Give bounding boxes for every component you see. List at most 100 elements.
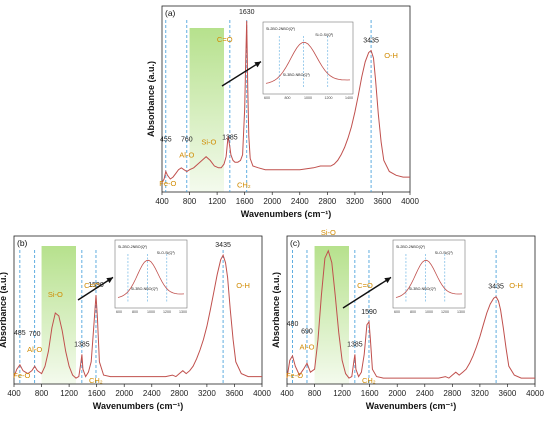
peak-value-label: 1590 — [361, 309, 377, 316]
inset-tick-label: 600 — [264, 96, 270, 100]
peak-value-label: 1385 — [74, 341, 90, 348]
peak-value-label: 690 — [301, 328, 313, 335]
peak-value-label: 1630 — [239, 9, 255, 16]
functional-group-label: Fe-O — [159, 179, 176, 188]
inset-curve — [395, 259, 463, 298]
functional-group-label: Al-O — [179, 151, 194, 160]
inset-tick-label: 1400 — [345, 96, 353, 100]
inset-tick-label: 600 — [116, 310, 122, 314]
functional-group-label: C=O — [84, 281, 100, 290]
inset-arrow — [221, 61, 262, 87]
inset-curve — [265, 41, 351, 84]
inset-tick-label: 600 — [394, 310, 400, 314]
panel-label: (c) — [290, 238, 300, 248]
chart-panel: 400 800 1200 1600 2000 2400 2800 3200 3600 4000 Wa… — [0, 235, 271, 411]
x-tick-label: 800 — [183, 197, 197, 206]
inset-tick-label: 1000 — [304, 96, 312, 100]
x-tick-label: 400 — [7, 389, 21, 398]
x-tick-label: 2400 — [416, 389, 434, 398]
functional-group-label: CH₂ — [237, 180, 251, 189]
inset-label: Si-O-Si(Q³) — [315, 33, 333, 37]
peak-value-label: 485 — [14, 330, 26, 337]
functional-group-label: Al-O — [299, 342, 314, 351]
inset-label: Si-2BO-2NBO(Q²) — [396, 245, 425, 249]
inset-label: Si-3BO-NBO(Q³) — [131, 287, 158, 291]
x-tick-label: 3600 — [499, 389, 517, 398]
panel-label: (a) — [165, 8, 176, 18]
x-tick-label: 2400 — [143, 389, 161, 398]
inset-arrow — [342, 276, 392, 309]
x-tick-label: 1200 — [333, 389, 351, 398]
functional-group-label: Si-O — [201, 137, 216, 146]
inset-label: Si-3BO-NBO(Q³) — [283, 73, 310, 77]
inset-tick-label: 1300 — [457, 310, 465, 314]
peak-value-label: 3435 — [488, 284, 504, 291]
x-tick-label: 1600 — [361, 389, 379, 398]
inset-frame — [262, 21, 354, 95]
peak-value-label: 700 — [29, 331, 41, 338]
inset-tick-label: 1200 — [325, 96, 333, 100]
functional-group-label: Si-O — [321, 228, 336, 237]
peak-value-label: 455 — [160, 137, 172, 144]
functional-group-label: C=O — [357, 281, 373, 290]
x-tick-label: 1600 — [236, 197, 254, 206]
inset-tick-label: 1200 — [441, 310, 449, 314]
x-tick-label: 2800 — [170, 389, 188, 398]
chart-panel: 400 800 1200 1600 2000 2400 2800 3200 3600 4000 Wa… — [146, 5, 419, 219]
plot-frame — [161, 5, 411, 193]
x-tick-label: 800 — [308, 389, 322, 398]
peak-value-label: 1385 — [347, 341, 363, 348]
functional-group-label: O-H — [236, 281, 250, 290]
x-tick-label: 4000 — [401, 197, 419, 206]
x-tick-label: 1200 — [60, 389, 78, 398]
inset-arrow — [77, 276, 114, 301]
inset-label: Si-2BO-2NBO(Q²) — [266, 27, 295, 31]
plot-frame — [13, 235, 263, 385]
x-tick-label: 3200 — [471, 389, 489, 398]
inset-tick-label: 800 — [410, 310, 416, 314]
peak-value-label: 1590 — [88, 282, 104, 289]
inset-tick-label: 1300 — [179, 310, 187, 314]
chart-panel: 400 800 1200 1600 2000 2400 2800 3200 3600 4000 Wa… — [271, 228, 544, 411]
spectrum-line — [161, 20, 410, 183]
inset-tick-label: 800 — [132, 310, 138, 314]
x-tick-label: 4000 — [526, 389, 544, 398]
inset-label: Si-O-Si(Q³) — [157, 251, 175, 255]
peak-value-label: 1385 — [222, 134, 238, 141]
y-axis-label: Absorbance (a.u.) — [271, 272, 281, 348]
inset-tick-label: 1200 — [163, 310, 171, 314]
inset-frame — [392, 239, 466, 309]
x-tick-label: 400 — [280, 389, 294, 398]
x-tick-label: 3200 — [346, 197, 364, 206]
functional-group-label: CH₂ — [362, 376, 376, 385]
functional-group-label: Al-O — [27, 345, 42, 354]
y-axis-label: Absorbance (a.u.) — [0, 272, 8, 348]
panel-label: (b) — [17, 238, 28, 248]
inset-label: Si-O-Si(Q³) — [435, 251, 453, 255]
plot-frame — [286, 235, 536, 385]
inset-tick-label: 1000 — [425, 310, 433, 314]
x-tick-label: 1600 — [88, 389, 106, 398]
x-tick-label: 1200 — [208, 197, 226, 206]
inset-chart: Si-2BO-2NBO(Q²) Si-O-Si(Q³) Si-3BO-NBO(Q³)… — [262, 21, 354, 100]
inset-arrow-head — [254, 61, 261, 68]
functional-group-label: O-H — [509, 281, 523, 290]
x-tick-label: 3200 — [198, 389, 216, 398]
inset-frame — [114, 239, 188, 309]
peak-value-label: 760 — [181, 137, 193, 144]
x-tick-label: 2400 — [291, 197, 309, 206]
x-axis-label: Wavenumbers (cm⁻¹) — [366, 401, 456, 411]
inset-label: Si-3BO-NBO(Q³) — [409, 287, 436, 291]
x-tick-label: 2800 — [443, 389, 461, 398]
x-axis-label: Wavenumbers (cm⁻¹) — [93, 401, 183, 411]
functional-group-label: Si-O — [48, 290, 63, 299]
inset-chart: Si-2BO-2NBO(Q²) Si-O-Si(Q³) Si-3BO-NBO(Q³)… — [392, 239, 466, 314]
peak-value-label: 480 — [287, 321, 299, 328]
functional-group-label: Fe-O — [13, 371, 30, 380]
inset-curve — [117, 259, 185, 298]
functional-group-label: Fe-O — [286, 371, 303, 380]
peak-value-label: 3435 — [215, 242, 231, 249]
functional-group-label: O-H — [384, 51, 398, 60]
x-axis-label: Wavenumbers (cm⁻¹) — [241, 209, 331, 219]
